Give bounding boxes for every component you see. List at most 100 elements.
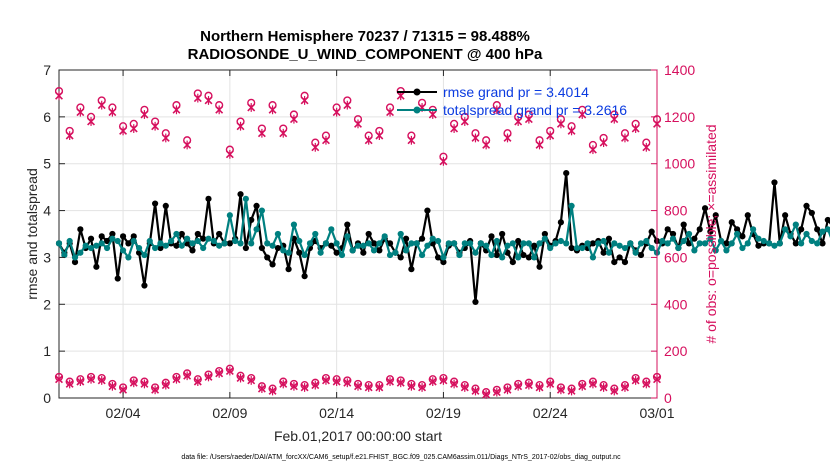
obs-assimilated-point bbox=[567, 126, 576, 136]
rmse-point bbox=[386, 240, 394, 247]
totalspread-point bbox=[152, 244, 159, 252]
totalspread-point bbox=[296, 237, 303, 245]
obs-assimilated-point bbox=[482, 140, 491, 150]
obs-assimilated-point bbox=[364, 383, 373, 392]
totalspread-point bbox=[776, 240, 783, 247]
obs-assimilated-point bbox=[247, 376, 256, 385]
rmse-point bbox=[712, 212, 719, 219]
y-tick-label-right: 1400 bbox=[664, 62, 695, 78]
obs-assimilated-point bbox=[289, 381, 298, 391]
rmse-point bbox=[130, 233, 137, 240]
legend: rmse grand pr = 3.4014 totalspread grand… bbox=[397, 84, 627, 118]
legend-marker-rmse bbox=[413, 88, 421, 96]
obs-assimilated-point bbox=[546, 131, 555, 140]
rmse-point bbox=[424, 207, 431, 214]
rmse-point bbox=[509, 259, 516, 266]
totalspread-point bbox=[157, 240, 164, 247]
plot-area bbox=[54, 86, 830, 399]
rmse-point bbox=[680, 221, 687, 228]
rmse-point bbox=[119, 233, 127, 240]
y-tick-label-right: 600 bbox=[664, 249, 688, 265]
obs-assimilated-point bbox=[108, 381, 117, 391]
rmse-point bbox=[200, 235, 207, 242]
totalspread-point bbox=[338, 251, 346, 259]
totalspread-point bbox=[408, 240, 415, 247]
rmse-point bbox=[744, 212, 751, 219]
totalspread-point bbox=[360, 242, 367, 249]
obs-assimilated-point bbox=[65, 379, 74, 389]
rmse-point bbox=[296, 249, 303, 256]
totalspread-point bbox=[344, 233, 351, 240]
totalspread-point bbox=[691, 247, 698, 254]
obs-assimilated-point bbox=[450, 124, 459, 133]
totalspread-point bbox=[547, 244, 554, 252]
rmse-point bbox=[285, 266, 292, 273]
rmse-point bbox=[98, 233, 105, 240]
totalspread-point bbox=[312, 230, 319, 238]
obs-assimilated-point bbox=[407, 381, 416, 391]
totalspread-point bbox=[135, 244, 143, 252]
totalspread-point bbox=[232, 237, 239, 245]
obs-assimilated-point bbox=[578, 381, 587, 391]
y-tick-label-left: 3 bbox=[43, 249, 51, 265]
totalspread-point bbox=[119, 247, 127, 254]
rmse-point bbox=[499, 230, 506, 238]
rmse-point bbox=[93, 263, 100, 270]
totalspread-point bbox=[109, 235, 116, 242]
totalspread-point bbox=[456, 251, 463, 259]
obs-assimilated-point bbox=[535, 140, 544, 150]
obs-assimilated-point bbox=[492, 105, 501, 115]
rmse-point bbox=[205, 195, 212, 202]
totalspread-point bbox=[659, 237, 666, 245]
rmse-point bbox=[531, 242, 538, 249]
obs-assimilated-point bbox=[55, 374, 63, 384]
obs-assimilated-point bbox=[129, 378, 138, 388]
totalspread-point bbox=[434, 237, 442, 245]
obs-assimilated-point bbox=[161, 133, 170, 143]
totalspread-point bbox=[130, 237, 137, 245]
totalspread-point bbox=[226, 212, 233, 219]
obs-assimilated-point bbox=[450, 379, 459, 389]
totalspread-point bbox=[632, 249, 639, 256]
totalspread-point bbox=[306, 240, 314, 247]
obs-assimilated-point bbox=[503, 385, 512, 395]
rmse-point bbox=[264, 254, 271, 261]
totalspread-point bbox=[285, 249, 292, 256]
obs-assimilated-point bbox=[300, 96, 309, 105]
obs-assimilated-point bbox=[183, 371, 192, 381]
y-tick-label-right: 1000 bbox=[664, 156, 695, 172]
rmse-point bbox=[525, 254, 532, 261]
obs-assimilated-point bbox=[193, 377, 202, 386]
rmse-point bbox=[621, 259, 629, 266]
totalspread-point bbox=[200, 244, 207, 252]
rmse-point bbox=[216, 230, 223, 238]
totalspread-point bbox=[242, 195, 249, 202]
totalspread-point bbox=[354, 242, 362, 249]
totalspread-point bbox=[274, 230, 282, 238]
totalspread-point bbox=[178, 242, 185, 249]
y-tick-label-left: 6 bbox=[43, 109, 51, 125]
obs-assimilated-point bbox=[183, 140, 192, 150]
totalspread-point bbox=[525, 240, 532, 247]
obs-assimilated-point bbox=[65, 131, 74, 140]
obs-assimilated-point bbox=[289, 114, 298, 124]
obs-assimilated-point bbox=[268, 105, 277, 115]
rmse-point bbox=[707, 228, 714, 235]
obs-assimilated-point bbox=[599, 383, 608, 392]
totalspread-point bbox=[750, 226, 757, 233]
obs-assimilated-point bbox=[87, 117, 96, 126]
rmse-point bbox=[520, 251, 527, 259]
rmse-point bbox=[157, 244, 164, 252]
obs-assimilated-point bbox=[204, 96, 213, 105]
totalspread-point bbox=[509, 240, 516, 247]
rmse-point bbox=[173, 242, 180, 249]
rmse-point bbox=[152, 200, 159, 207]
totalspread-point bbox=[451, 240, 458, 247]
totalspread-point bbox=[552, 240, 559, 247]
totalspread-point bbox=[162, 242, 169, 249]
obs-assimilated-point bbox=[279, 128, 288, 138]
totalspread-point bbox=[376, 240, 383, 247]
rmse-point bbox=[301, 273, 308, 280]
totalspread-point bbox=[381, 233, 388, 240]
totalspread-point bbox=[445, 240, 452, 247]
